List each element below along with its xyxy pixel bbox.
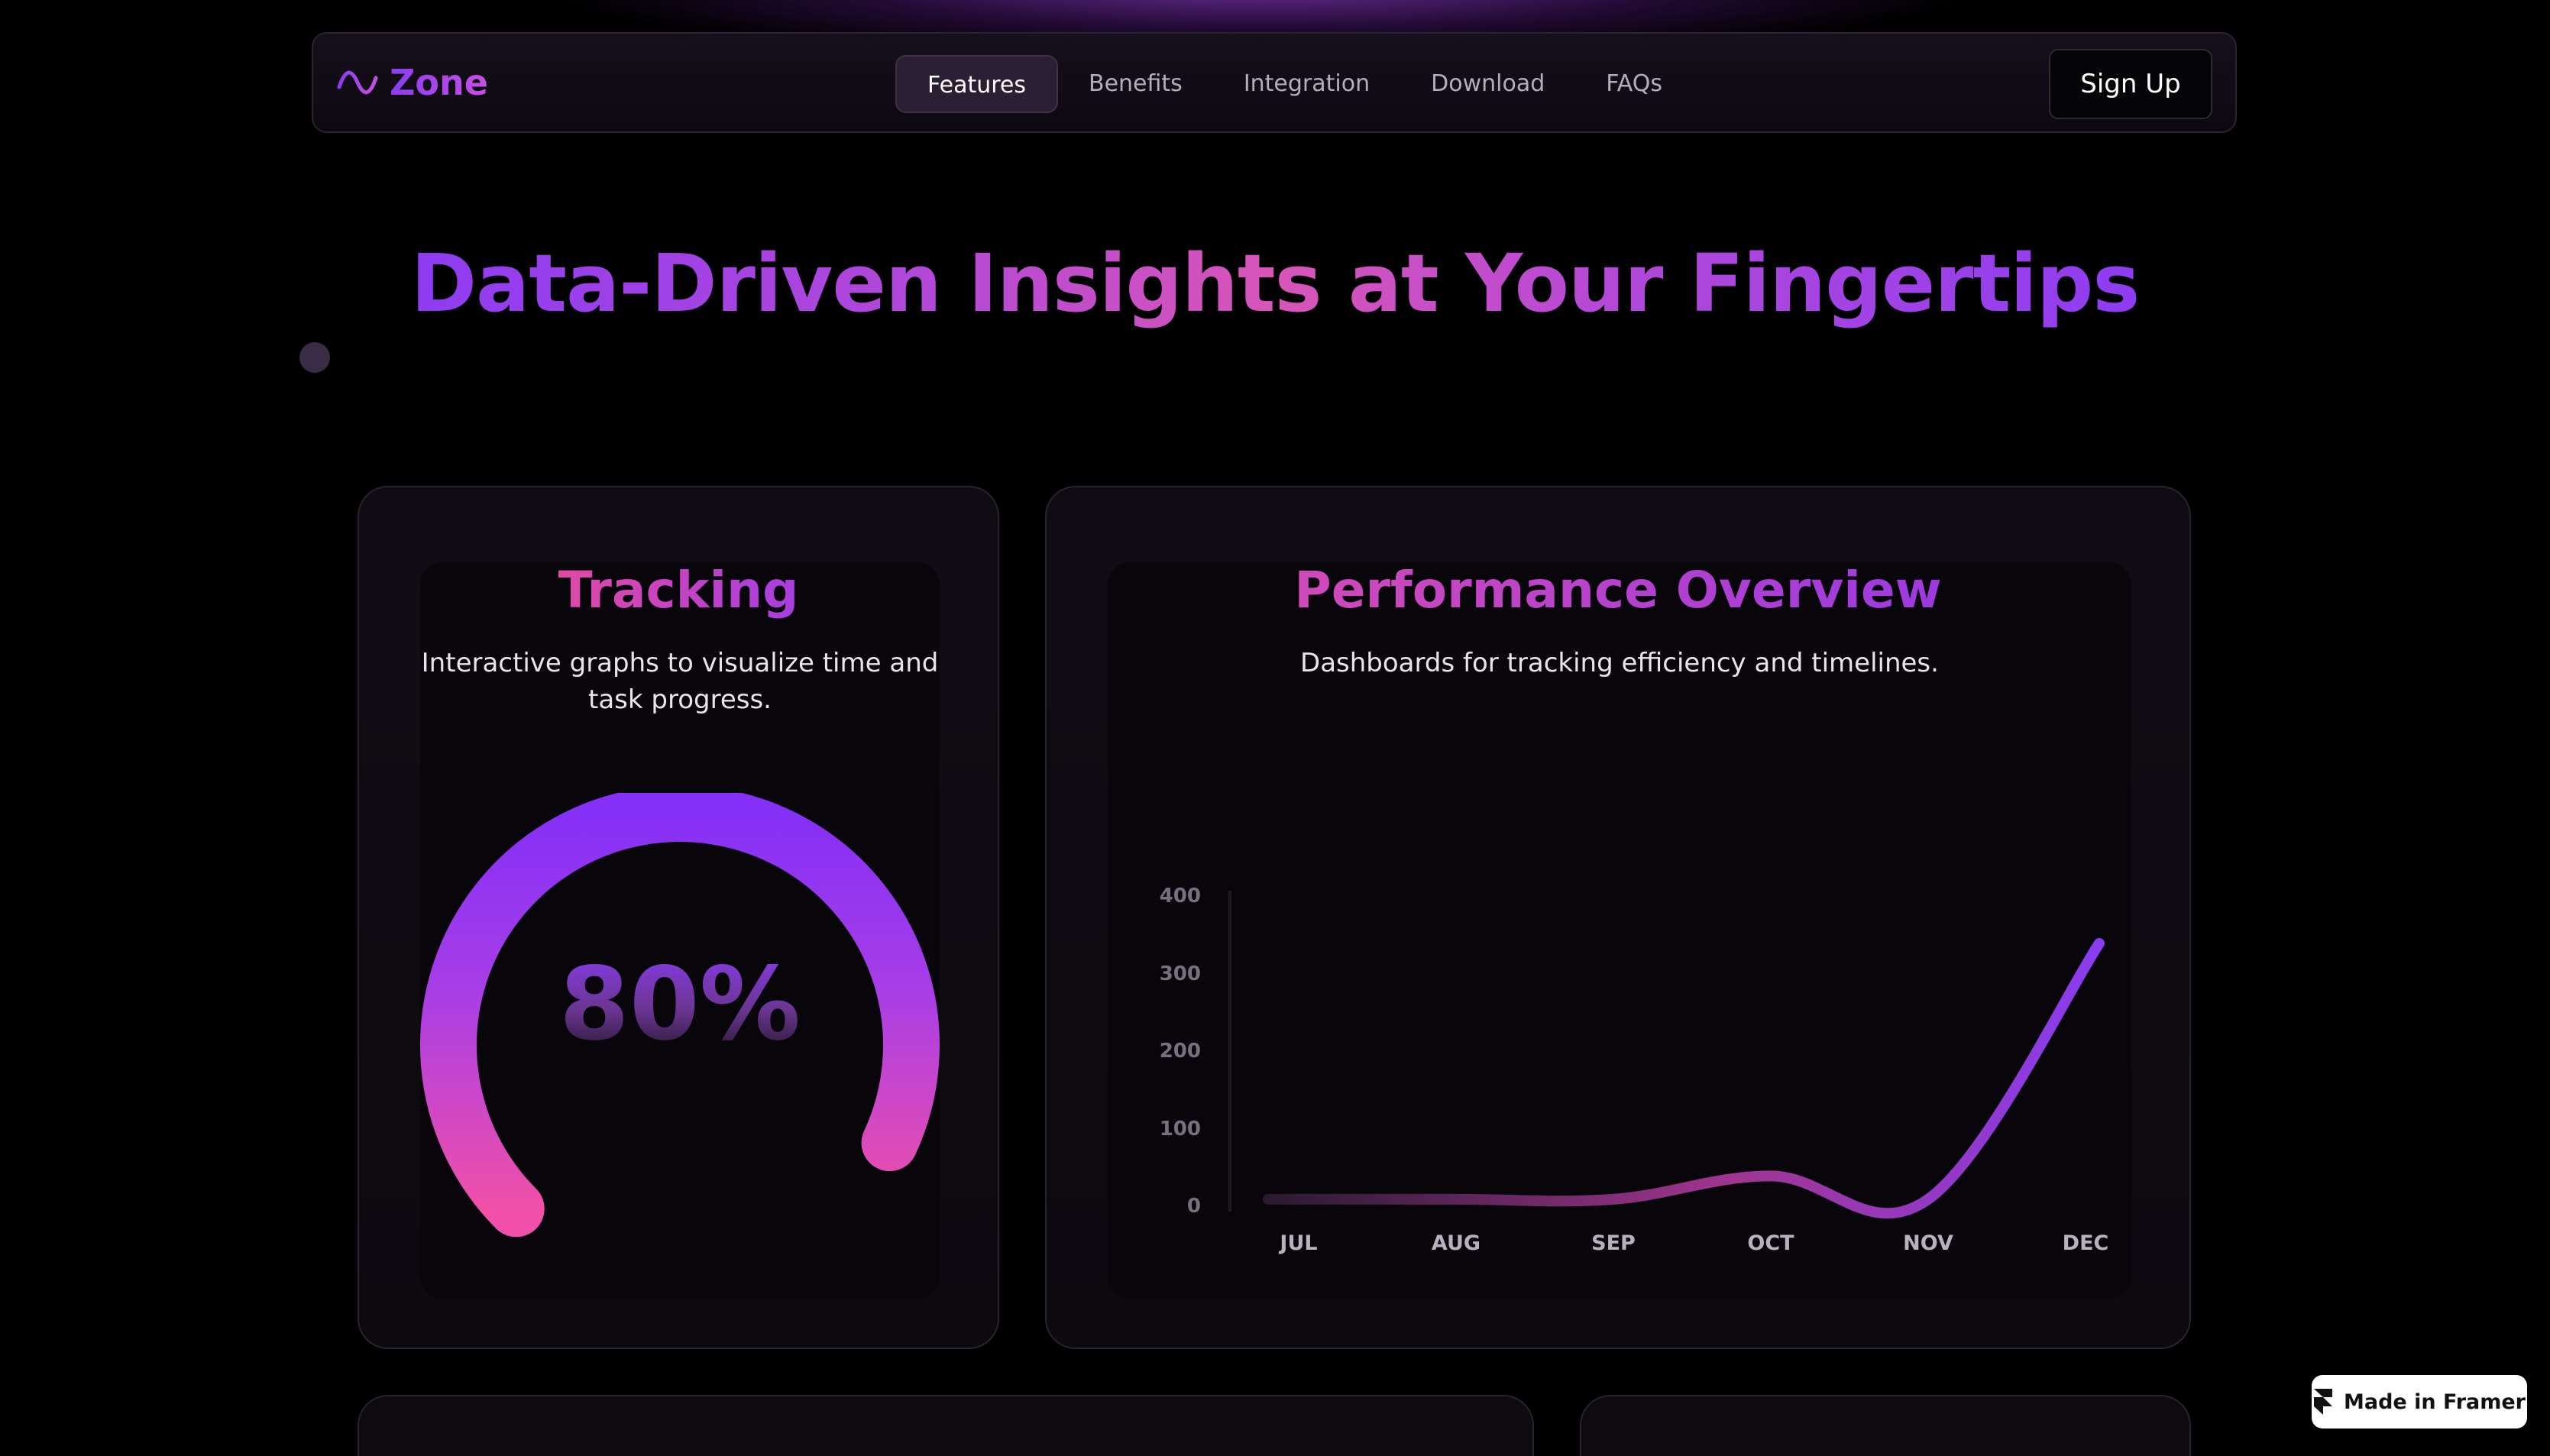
wave-icon <box>337 70 378 95</box>
framer-icon <box>2313 1389 2332 1415</box>
x-tick-label: JUL <box>1280 1231 1318 1255</box>
tracking-title-text: Tracking <box>558 561 799 620</box>
nav-link-features[interactable]: Features <box>895 55 1058 113</box>
decorative-dot <box>299 342 330 373</box>
performance-description: Dashboards for tracking efficiency and t… <box>1300 648 1939 678</box>
performance-title: Performance Overview <box>1047 561 2189 620</box>
made-in-framer-label: Made in Framer <box>2343 1390 2526 1414</box>
y-tick-label: 100 <box>1159 1117 1201 1141</box>
y-tick-label: 0 <box>1186 1195 1201 1218</box>
performance-card: Performance Overview Dashboards for trac… <box>1045 486 2191 1349</box>
made-in-framer-badge[interactable]: Made in Framer <box>2312 1375 2527 1428</box>
tracking-gauge: 80% <box>420 793 940 1238</box>
nav-link-download[interactable]: Download <box>1431 70 1545 97</box>
bottom-card-left <box>358 1395 1534 1456</box>
series-line <box>1263 937 2105 1219</box>
logo[interactable]: Zone <box>336 34 488 131</box>
nav-link-benefits[interactable]: Benefits <box>1089 70 1183 97</box>
y-tick-label: 400 <box>1159 885 1201 908</box>
hero-headline-text: Data-Driven Insights at Your Fingertips <box>410 237 2141 330</box>
x-tick-label: AUG <box>1431 1231 1481 1255</box>
performance-title-text: Performance Overview <box>1294 561 1942 620</box>
logo-text: Zone <box>390 62 488 103</box>
bottom-card-right <box>1580 1395 2191 1456</box>
x-tick-label: OCT <box>1747 1231 1794 1255</box>
nav-link-faqs[interactable]: FAQs <box>1606 70 1662 97</box>
tracking-description: Interactive graphs to visualize time and… <box>421 648 939 715</box>
y-tick-label: 200 <box>1159 1040 1201 1063</box>
tracking-card: Tracking Interactive graphs to visualize… <box>358 486 999 1349</box>
gauge-arc <box>420 793 940 1238</box>
nav-link-integration[interactable]: Integration <box>1243 70 1370 97</box>
gauge-value-label: 80% <box>559 946 801 1063</box>
sign-up-button[interactable]: Sign Up <box>2049 49 2212 119</box>
hero-headline: Data-Driven Insights at Your Fingertips <box>0 237 2550 330</box>
x-tick-label: DEC <box>2062 1231 2109 1255</box>
tracking-title: Tracking <box>359 561 998 620</box>
performance-chart: 400 300 200 100 0 JUL AUG SEP OCT NOV DEC <box>1047 487 2192 1351</box>
x-tick-label: NOV <box>1903 1231 1953 1255</box>
performance-card-inner <box>1108 562 2131 1299</box>
chart-plot <box>1228 891 2105 1219</box>
nav-links: Features Benefits Integration Download F… <box>895 55 1693 113</box>
y-tick-label: 300 <box>1159 962 1201 985</box>
x-tick-label: SEP <box>1591 1231 1636 1255</box>
navbar: Zone Features Benefits Integration Downl… <box>312 32 2237 133</box>
